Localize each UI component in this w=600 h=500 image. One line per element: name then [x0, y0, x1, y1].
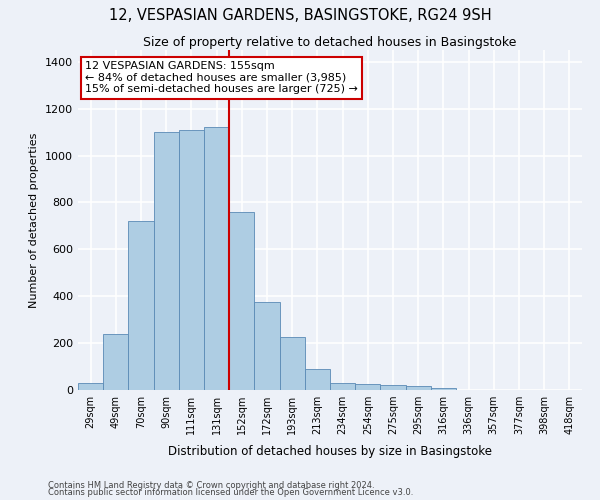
Bar [103, 334, 128, 390]
Bar [380, 386, 406, 390]
Bar [204, 128, 229, 390]
Text: Contains HM Land Registry data © Crown copyright and database right 2024.: Contains HM Land Registry data © Crown c… [48, 480, 374, 490]
Bar [431, 388, 456, 390]
Bar [280, 337, 305, 390]
Bar [254, 302, 280, 390]
Bar [128, 221, 154, 390]
Text: 12 VESPASIAN GARDENS: 155sqm
← 84% of detached houses are smaller (3,985)
15% of: 12 VESPASIAN GARDENS: 155sqm ← 84% of de… [85, 61, 358, 94]
Text: 12, VESPASIAN GARDENS, BASINGSTOKE, RG24 9SH: 12, VESPASIAN GARDENS, BASINGSTOKE, RG24… [109, 8, 491, 22]
Bar [179, 130, 204, 390]
X-axis label: Distribution of detached houses by size in Basingstoke: Distribution of detached houses by size … [168, 446, 492, 458]
Bar [330, 383, 355, 390]
Title: Size of property relative to detached houses in Basingstoke: Size of property relative to detached ho… [143, 36, 517, 49]
Bar [305, 369, 330, 390]
Bar [355, 384, 380, 390]
Text: Contains public sector information licensed under the Open Government Licence v3: Contains public sector information licen… [48, 488, 413, 497]
Bar [78, 383, 103, 390]
Bar [229, 212, 254, 390]
Y-axis label: Number of detached properties: Number of detached properties [29, 132, 40, 308]
Bar [154, 132, 179, 390]
Bar [406, 386, 431, 390]
